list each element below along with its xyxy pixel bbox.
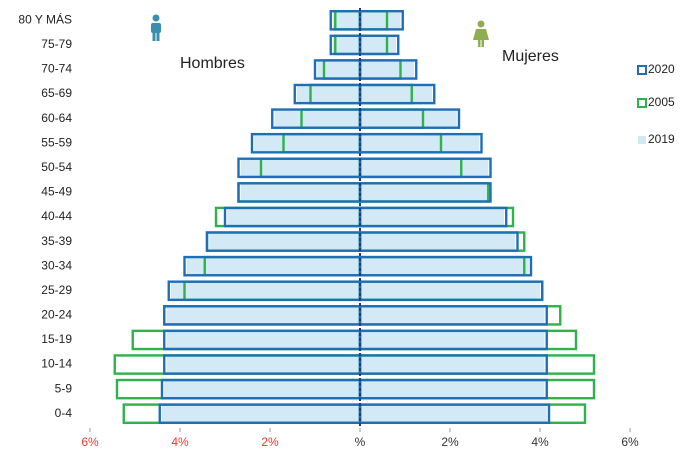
bar [360,306,545,325]
bar [360,158,489,177]
bar [333,11,360,30]
men-label: Hombres [180,55,245,72]
bar [333,35,360,54]
y-tick-label: 5-9 [55,381,73,395]
y-tick-label: 20-24 [41,308,72,322]
legend-swatch [638,136,646,144]
bar [164,380,360,399]
legend-label: 2020 [648,62,675,76]
bar [360,355,545,374]
bars [113,9,596,425]
bar [360,84,432,104]
bar [360,60,414,79]
x-tick-label: % [355,435,366,449]
y-tick-label: 70-74 [41,62,72,76]
bar [360,134,480,153]
x-tick-label: 4% [171,435,189,449]
bar [360,404,547,423]
bar [360,232,516,251]
x-tick-label: 6% [81,435,99,449]
bar [166,330,360,350]
bar [209,232,360,251]
bar [360,257,529,276]
y-tick-label: 10-14 [41,357,72,371]
bar [360,330,545,350]
y-tick-label: 45-49 [41,185,72,199]
bar [240,158,360,177]
bar [171,281,360,300]
x-tick-label: 6% [621,435,639,449]
y-tick-label: 25-29 [41,283,72,297]
bar [360,207,504,227]
bar [360,109,457,128]
bar [297,84,360,104]
legend-swatch [637,65,647,75]
bar-outline [358,182,492,203]
legend-label: 2019 [648,132,675,146]
women-label: Mujeres [502,48,559,65]
bar [360,35,396,54]
bar [166,355,360,374]
y-tick-label: 30-34 [41,258,72,272]
y-tick-label: 50-54 [41,160,72,174]
x-tick-label: 4% [531,435,549,449]
bar [317,60,360,79]
man-icon [151,14,161,41]
bar [240,183,360,202]
bar [254,134,360,153]
x-tick-label: 2% [441,435,459,449]
bar [162,404,360,423]
woman-icon [473,20,489,47]
y-tick-label: 75-79 [41,37,72,51]
bar-outline [358,231,519,252]
legend-label: 2005 [648,95,675,109]
y-tick-label: 55-59 [41,135,72,149]
bar [360,11,401,30]
y-tick-label: 65-69 [41,86,72,100]
bar-outline [358,206,508,228]
legend-swatch [637,98,647,108]
y-tick-label: 15-19 [41,332,72,346]
y-tick-label: 35-39 [41,234,72,248]
bar [166,306,360,325]
y-tick-label: 40-44 [41,209,72,223]
bar [227,207,360,227]
bar-outline [358,157,492,179]
y-tick-label: 0-4 [55,406,73,420]
bar-outline [358,255,533,277]
y-tick-label: 80 Y MÁS [18,11,72,26]
bar [360,183,489,202]
bar [274,109,360,128]
y-tick-label: 60-64 [41,111,72,125]
bar [186,257,360,276]
bar [360,380,545,399]
bar [360,281,540,300]
x-tick-label: 2% [261,435,279,449]
